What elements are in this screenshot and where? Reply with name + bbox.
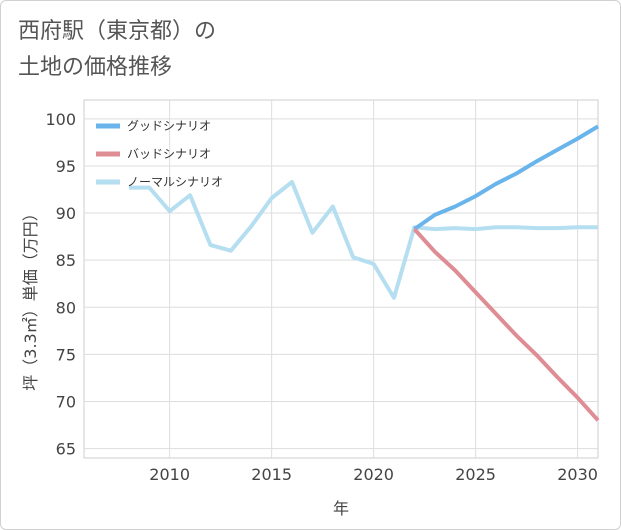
- chart-title-line2: 土地の価格推移: [18, 55, 173, 80]
- y-tick-label: 85: [56, 251, 76, 270]
- grid-lines: [84, 100, 598, 458]
- y-tick-label: 100: [45, 110, 76, 129]
- x-tick-label: 2025: [455, 465, 496, 484]
- x-tick-label: 2010: [149, 465, 190, 484]
- x-axis-ticks: 2010 2015 2020 2025 2030: [149, 465, 598, 484]
- legend-label: バッドシナリオ: [127, 147, 211, 161]
- legend-label: ノーマルシナリオ: [127, 175, 223, 189]
- y-axis-label: 坪（3.3㎡）単価（万円）: [21, 205, 40, 390]
- series-line-0: [413, 124, 600, 231]
- y-axis-ticks: 65 70 75 80 85 90 95 100: [45, 110, 76, 459]
- x-tick-label: 2030: [557, 465, 598, 484]
- y-tick-label: 75: [56, 345, 76, 364]
- x-tick-label: 2020: [353, 465, 394, 484]
- x-axis-label: 年: [333, 499, 349, 518]
- y-tick-label: 90: [56, 204, 76, 223]
- y-tick-label: 95: [56, 157, 76, 176]
- y-tick-label: 65: [56, 440, 76, 459]
- chart-title-line1: 西府駅（東京都）の: [18, 19, 217, 44]
- series-lines: [128, 124, 600, 422]
- x-tick-label: 2015: [251, 465, 292, 484]
- y-tick-label: 80: [56, 298, 76, 317]
- chart-title: 西府駅（東京都）の 土地の価格推移: [18, 14, 216, 86]
- series-line-2: [128, 180, 598, 300]
- legend-label: グッドシナリオ: [127, 119, 211, 133]
- y-tick-label: 70: [56, 392, 76, 411]
- series-line-1: [412, 227, 600, 422]
